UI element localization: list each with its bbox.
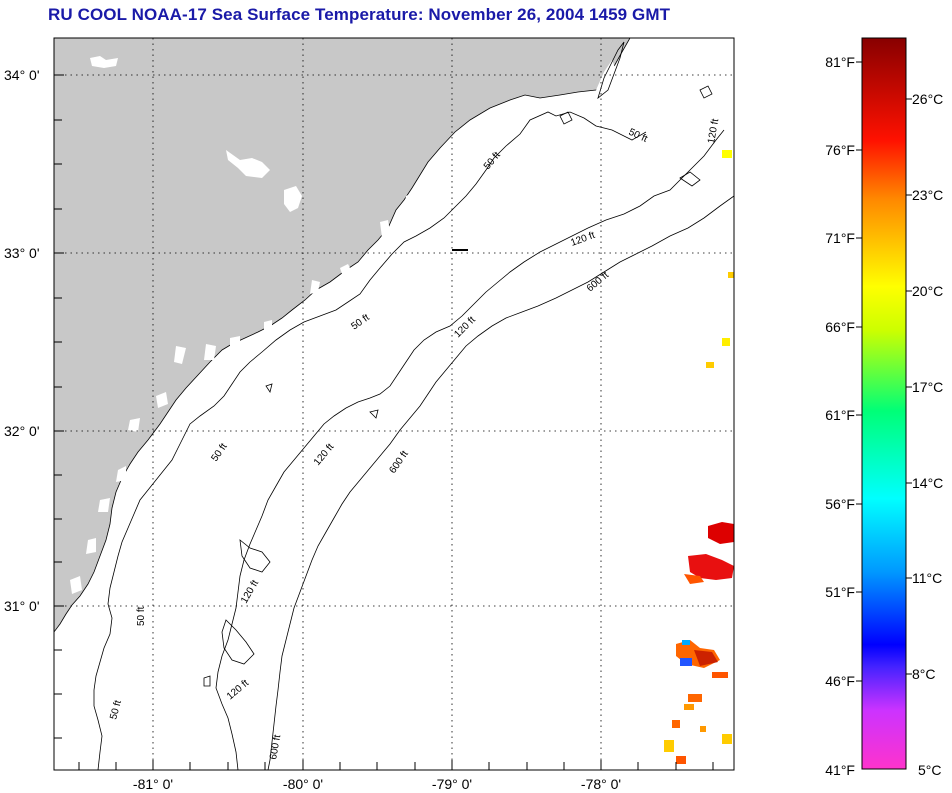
lat-label: 32° 0' [4,423,40,439]
barrier-island [597,41,625,100]
sst-patch [694,650,718,666]
lon-label: -78° 0' [581,776,621,792]
sst-patch [722,150,732,158]
sst-patch [682,640,690,645]
lon-label: -80° 0' [283,776,323,792]
contour-label-600ft: 600 ft [268,734,283,761]
lat-ticks [54,74,64,739]
sst-patch [700,726,706,732]
sst-patch [706,362,714,368]
sst-patch [722,338,730,346]
land-water-flecks [70,56,616,594]
lat-label: 31° 0' [4,598,40,614]
sst-patch [688,694,702,702]
sst-patch [676,756,686,764]
sst-patch [684,574,704,584]
sst-patch [680,658,692,666]
sst-patch [672,720,680,728]
isobath-120ft [215,129,725,770]
sst-patch [728,272,734,278]
contour-label-50ft: 50 ft [108,699,124,721]
contour-fragments [203,85,713,687]
sst-patch [684,704,694,710]
map-frame [53,37,735,771]
graticule [54,38,734,770]
lat-label: 33° 0' [4,245,40,261]
lat-label: 34° 0' [4,67,40,83]
map-title: RU COOL NOAA-17 Sea Surface Temperature:… [48,5,671,24]
sst-data [664,150,734,764]
lon-ticks [78,760,714,770]
isobath-50ft [93,111,647,770]
contour-label-50ft: 50 ft [136,606,147,626]
isobath-600ft [267,195,734,770]
contour-label-120ft: 120 ft [706,118,721,145]
lon-label: -79° 0' [432,776,472,792]
land-mass [54,38,631,633]
lon-label: -81° 0' [133,776,173,792]
sst-patch [722,734,732,744]
sst-patch [664,740,674,752]
sst-patch [688,554,734,580]
sst-patch [708,522,734,544]
sst-patch [712,672,728,678]
